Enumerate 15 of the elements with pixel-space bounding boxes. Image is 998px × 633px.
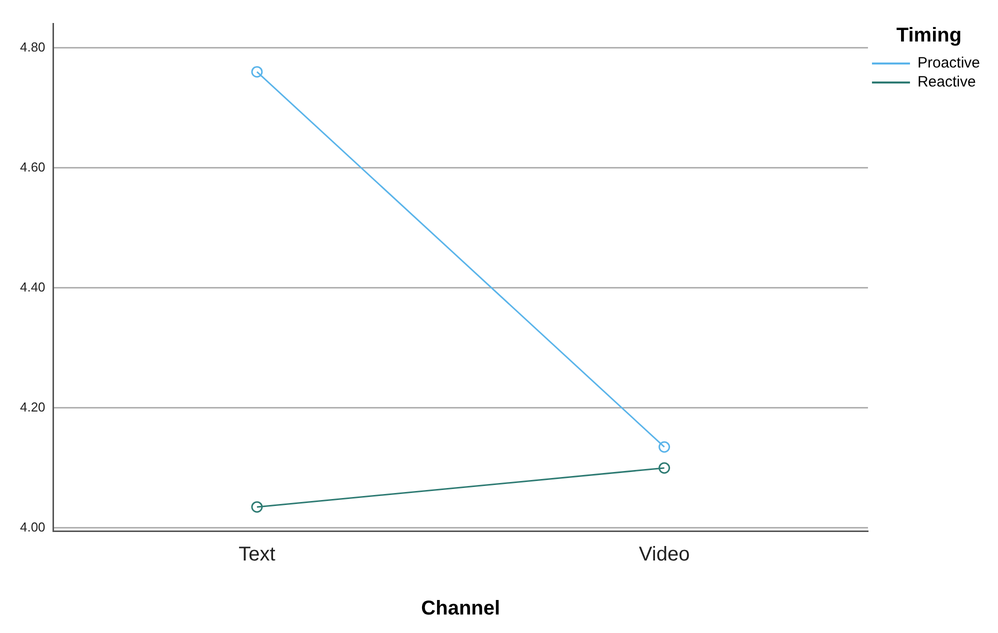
y-tick-label: 4.80 — [20, 39, 46, 54]
point — [251, 66, 263, 78]
x-tick-label: Video — [638, 544, 690, 566]
y-tick-label: 4.60 — [20, 159, 46, 174]
point — [658, 462, 670, 474]
point — [658, 441, 670, 453]
y-tick-label: 4.00 — [20, 520, 46, 535]
x-tick-label: Text — [238, 544, 276, 566]
legend-title: Timing — [896, 24, 962, 47]
legend-label: Reactive — [917, 74, 976, 91]
y-tick-label: 4.40 — [20, 279, 46, 294]
legend-label: Proactive — [917, 54, 980, 72]
x-axis-title: Channel — [421, 598, 500, 620]
point — [251, 501, 263, 513]
y-tick-label: 4.20 — [20, 400, 46, 415]
